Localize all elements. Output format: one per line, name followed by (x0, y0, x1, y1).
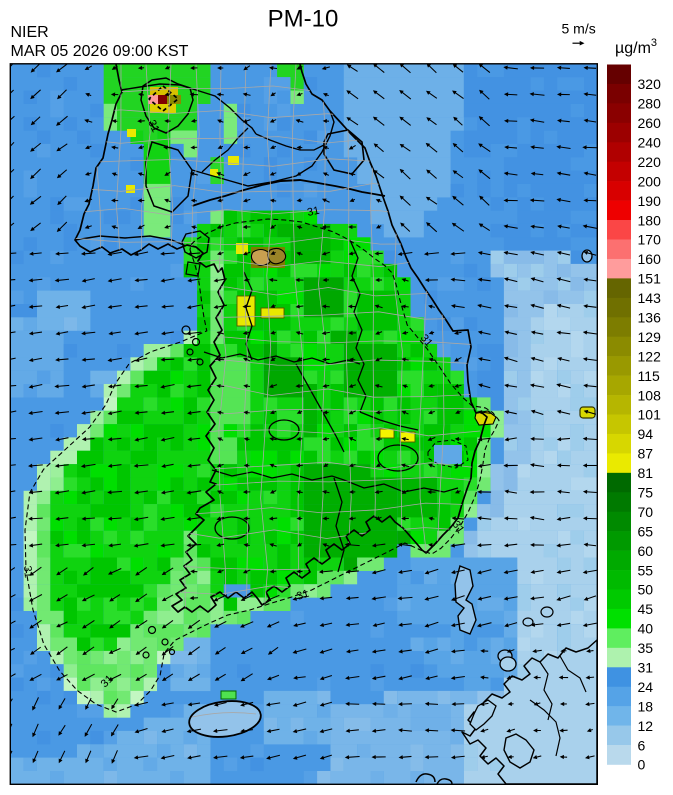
svg-text:6: 6 (638, 737, 646, 753)
svg-text:55: 55 (638, 562, 654, 578)
svg-text:240: 240 (638, 135, 662, 151)
svg-text:24: 24 (638, 679, 654, 695)
svg-text:75: 75 (638, 485, 654, 501)
svg-text:320: 320 (638, 76, 662, 92)
svg-text:129: 129 (638, 329, 662, 345)
svg-text:0: 0 (638, 757, 646, 773)
svg-text:18: 18 (638, 698, 654, 714)
svg-text:101: 101 (638, 407, 662, 423)
svg-text:35: 35 (638, 640, 654, 656)
svg-text:45: 45 (638, 601, 654, 617)
svg-text:NIER: NIER (11, 24, 49, 41)
svg-text:81: 81 (638, 465, 654, 481)
svg-text:87: 87 (638, 446, 654, 462)
svg-text:115: 115 (638, 368, 661, 384)
svg-text:160: 160 (638, 251, 662, 267)
svg-text:94: 94 (638, 426, 654, 442)
svg-text:136: 136 (638, 310, 662, 326)
svg-text:260: 260 (638, 115, 662, 131)
svg-text:220: 220 (638, 154, 662, 170)
svg-text:60: 60 (638, 543, 654, 559)
svg-text:280: 280 (638, 96, 662, 112)
svg-text:PM-10: PM-10 (268, 6, 339, 33)
svg-text:180: 180 (638, 212, 662, 228)
svg-text:50: 50 (638, 582, 654, 598)
svg-text:143: 143 (638, 290, 662, 306)
svg-text:31: 31 (145, 118, 161, 134)
svg-text:31: 31 (638, 660, 654, 676)
svg-text:MAR 05 2026 09:00 KST: MAR 05 2026 09:00 KST (11, 43, 189, 60)
svg-text:122: 122 (638, 348, 662, 364)
svg-text:12: 12 (638, 718, 654, 734)
svg-text:31: 31 (295, 588, 310, 603)
svg-text:108: 108 (638, 387, 662, 403)
svg-text:70: 70 (638, 504, 654, 520)
svg-text:151: 151 (638, 271, 662, 287)
svg-text:31: 31 (450, 519, 467, 536)
svg-text:170: 170 (638, 232, 662, 248)
svg-text:31: 31 (21, 565, 34, 578)
svg-text:40: 40 (638, 621, 654, 637)
svg-text:µg/m3: µg/m3 (615, 37, 657, 57)
svg-text:200: 200 (638, 173, 662, 189)
svg-text:5 m/s: 5 m/s (562, 21, 596, 37)
svg-text:190: 190 (638, 193, 662, 209)
svg-text:65: 65 (638, 523, 654, 539)
svg-text:31: 31 (306, 205, 320, 219)
